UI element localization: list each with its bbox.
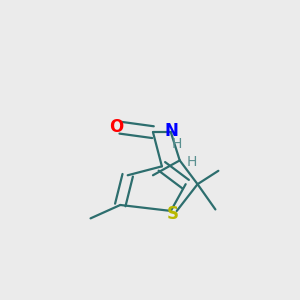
Text: O: O [110, 118, 124, 136]
Text: N: N [165, 122, 178, 140]
Text: H: H [172, 137, 182, 151]
Text: S: S [166, 206, 178, 224]
Text: H: H [186, 155, 197, 169]
